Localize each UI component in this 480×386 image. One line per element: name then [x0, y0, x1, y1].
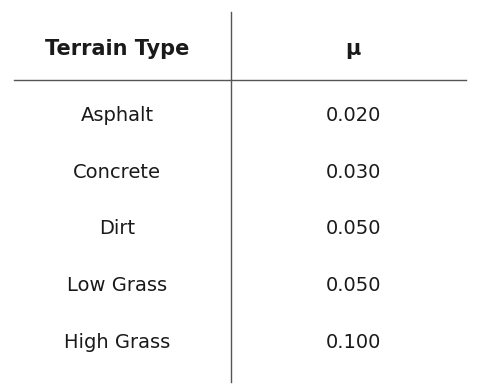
Text: 0.100: 0.100: [325, 333, 381, 352]
Text: 0.030: 0.030: [325, 163, 381, 182]
Text: 0.020: 0.020: [325, 106, 381, 125]
Text: Dirt: Dirt: [99, 219, 135, 239]
Text: Concrete: Concrete: [73, 163, 161, 182]
Text: Asphalt: Asphalt: [81, 106, 154, 125]
Text: Low Grass: Low Grass: [67, 276, 168, 295]
Text: Terrain Type: Terrain Type: [45, 39, 190, 59]
Text: High Grass: High Grass: [64, 333, 170, 352]
Text: 0.050: 0.050: [325, 276, 381, 295]
Text: 0.050: 0.050: [325, 219, 381, 239]
Text: μ: μ: [346, 39, 361, 59]
